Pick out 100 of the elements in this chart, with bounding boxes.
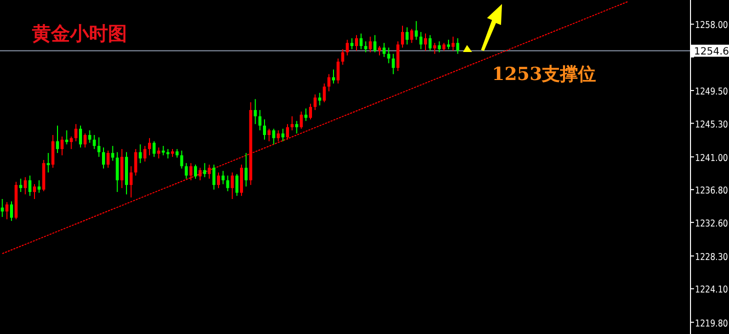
y-tick-label: 1232.60 bbox=[695, 218, 729, 230]
candlestick bbox=[111, 145, 114, 162]
candlestick bbox=[304, 108, 308, 122]
candlestick bbox=[364, 40, 368, 53]
candlestick bbox=[456, 38, 460, 54]
candlestick bbox=[346, 39, 349, 56]
candlestick bbox=[28, 175, 32, 196]
candlestick bbox=[254, 98, 257, 125]
y-tick-label: 1228.30 bbox=[695, 252, 729, 263]
candlestick bbox=[152, 140, 156, 158]
candlestick bbox=[130, 166, 133, 198]
candlestick bbox=[235, 174, 238, 196]
candlestick bbox=[327, 74, 330, 92]
y-tick-label: 1258.00 bbox=[695, 20, 729, 32]
candlestick bbox=[46, 152, 50, 173]
candlestick bbox=[414, 20, 418, 40]
candlestick bbox=[258, 110, 262, 131]
annotation: 1253支撑位 bbox=[492, 64, 596, 85]
candlestick bbox=[401, 25, 404, 48]
candlestick bbox=[419, 31, 422, 50]
candlestick bbox=[102, 146, 105, 170]
candlestick bbox=[19, 178, 22, 192]
candlestick bbox=[350, 38, 354, 50]
candlestick bbox=[276, 130, 280, 142]
candlestick bbox=[65, 130, 68, 145]
candlestick bbox=[428, 34, 432, 52]
candlestick bbox=[322, 83, 326, 103]
candlestick bbox=[387, 47, 390, 64]
candlestick bbox=[318, 92, 322, 106]
candlestick bbox=[406, 26, 409, 45]
candlestick bbox=[290, 116, 294, 131]
y-tick-label: 1224.10 bbox=[695, 284, 729, 296]
candlestick bbox=[332, 68, 335, 84]
candlestick bbox=[70, 136, 73, 150]
candlestick bbox=[447, 39, 450, 50]
candlestick bbox=[97, 136, 100, 158]
candlestick bbox=[272, 128, 276, 145]
candlestick bbox=[10, 200, 13, 222]
candlestick bbox=[116, 152, 119, 192]
y-tick-label: 1249.50 bbox=[695, 86, 729, 98]
candlestick bbox=[341, 48, 344, 66]
candlestick bbox=[244, 152, 248, 188]
candlestick bbox=[166, 148, 170, 159]
text: 黄金小时图 bbox=[31, 23, 127, 45]
candlestick bbox=[300, 111, 303, 130]
candlestick bbox=[84, 132, 87, 148]
candlestick bbox=[24, 176, 27, 195]
y-tick-label: 1219.80 bbox=[695, 318, 729, 330]
candlestick bbox=[424, 33, 427, 52]
candlestick bbox=[373, 34, 376, 53]
y-tick-label: 1245.30 bbox=[695, 119, 729, 130]
candlestick bbox=[212, 164, 216, 190]
candlestick bbox=[134, 148, 138, 176]
candlestick bbox=[355, 34, 358, 52]
candlestick bbox=[314, 94, 317, 111]
candlestick bbox=[33, 184, 36, 200]
candlestick bbox=[180, 150, 184, 170]
candlestick bbox=[360, 33, 363, 50]
candlestick bbox=[230, 172, 234, 200]
candlestick bbox=[396, 40, 400, 72]
y-tick-label: 1241.00 bbox=[695, 152, 729, 164]
candlestick bbox=[226, 175, 230, 192]
candlestick bbox=[295, 120, 298, 134]
candlestick bbox=[148, 138, 151, 156]
candlestick bbox=[5, 202, 8, 220]
candlestick bbox=[79, 125, 82, 148]
candlestick bbox=[433, 42, 436, 54]
candlestick bbox=[189, 162, 192, 181]
candlestick bbox=[92, 134, 96, 150]
candlestick bbox=[222, 170, 225, 185]
candlestick bbox=[378, 46, 381, 56]
candlestick bbox=[309, 103, 312, 120]
candlestick bbox=[268, 128, 271, 142]
candlestick bbox=[74, 124, 78, 142]
candlestick bbox=[203, 162, 206, 178]
y-tick-label: 1236.80 bbox=[695, 186, 729, 197]
candlestick bbox=[217, 172, 220, 189]
candlestick bbox=[410, 28, 414, 44]
candlestick bbox=[38, 180, 41, 194]
candlestick bbox=[382, 42, 386, 58]
candlestick bbox=[452, 36, 455, 52]
candlestick bbox=[208, 164, 211, 180]
candlestick bbox=[143, 145, 146, 162]
candlestick bbox=[56, 125, 59, 154]
candlestick bbox=[336, 58, 340, 84]
candlestick bbox=[138, 144, 142, 164]
candlestick bbox=[392, 53, 395, 75]
candlestick bbox=[106, 150, 110, 168]
candlestick bbox=[88, 130, 92, 144]
candlestick bbox=[51, 134, 54, 168]
candlestick bbox=[194, 164, 197, 180]
candlestick bbox=[157, 146, 160, 159]
candlestick bbox=[368, 36, 372, 53]
candlestick bbox=[286, 124, 289, 140]
candlestick bbox=[263, 118, 266, 140]
candlestick bbox=[120, 148, 124, 189]
candlestick bbox=[0, 198, 4, 218]
candlestick bbox=[198, 167, 202, 181]
candlestick bbox=[184, 162, 188, 180]
candlestick bbox=[60, 136, 64, 156]
